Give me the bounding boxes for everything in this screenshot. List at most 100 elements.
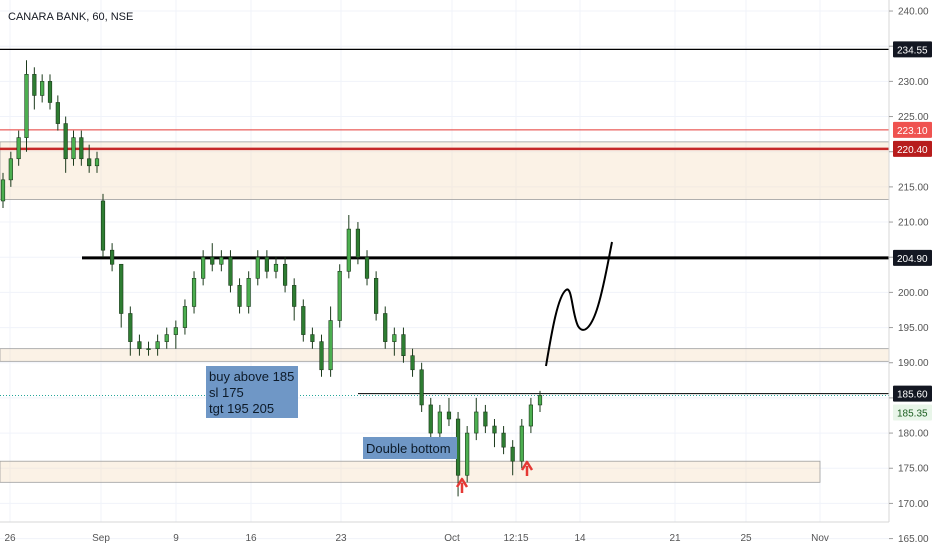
symbol-title: CANARA BANK, 60, NSE [8, 11, 133, 23]
candle [128, 306, 133, 356]
candle [237, 278, 242, 314]
price-badge: 185.60 [893, 385, 932, 402]
price-badge-bg [893, 249, 932, 266]
candle [164, 327, 169, 349]
candle [474, 397, 479, 441]
zone-mid-zone [0, 348, 890, 362]
candle [173, 320, 178, 349]
price-badge-bg [893, 121, 932, 138]
candle [0, 172, 6, 208]
candle [16, 130, 21, 166]
candle [528, 397, 533, 434]
candle [55, 95, 60, 131]
candle [87, 144, 92, 173]
y-tick-label: 180.00 [898, 429, 929, 440]
y-tick-label: 165.00 [898, 534, 929, 545]
candle [446, 397, 452, 427]
candles [0, 60, 543, 497]
candle [465, 426, 470, 483]
candle [319, 334, 324, 377]
candle [328, 306, 333, 377]
candle [383, 306, 388, 349]
candle [228, 250, 233, 293]
price-badge-label: 204.90 [897, 254, 928, 265]
candle [292, 278, 297, 321]
price-badge-label: 185.35 [897, 408, 928, 419]
price-badge-bg [893, 385, 932, 402]
candle [310, 327, 315, 349]
candle [246, 271, 251, 314]
candle [428, 397, 433, 441]
price-badge-label: 223.10 [897, 126, 928, 137]
trade-plan-line: buy above 185 [209, 369, 294, 384]
candle [282, 257, 288, 293]
double-bottom-bg [363, 437, 457, 459]
y-tick-label: 225.00 [898, 112, 929, 123]
price-badge: 223.10 [893, 121, 932, 138]
candle [437, 404, 442, 441]
candle [510, 440, 515, 476]
y-tick-label: 200.00 [898, 288, 929, 299]
candle [401, 327, 406, 363]
price-badge: 204.90 [893, 249, 932, 266]
price-badge-label: 185.60 [897, 390, 928, 401]
price-badge-bg [893, 404, 932, 421]
y-tick-label: 170.00 [898, 499, 929, 510]
x-tick-label: 14 [574, 533, 586, 544]
candle [419, 362, 424, 412]
candle [337, 264, 342, 328]
y-tick-label: 190.00 [898, 358, 929, 369]
candle [374, 271, 379, 321]
horizontal-lines [0, 48, 889, 396]
x-tick-label: Sep [92, 533, 110, 544]
trade-plan-line: tgt 195 205 [209, 401, 274, 416]
trade-plan-line: sl 175 [209, 385, 244, 400]
candle [32, 67, 37, 110]
candle [301, 299, 306, 342]
candle [40, 74, 45, 103]
x-tick-label: Nov [811, 533, 829, 544]
y-tick-label: 240.00 [898, 7, 929, 18]
price-badge-label: 220.40 [897, 145, 928, 156]
price-badges: 234.55 223.10 220.40 204.90 185.60 185.35 [893, 41, 932, 421]
trade-plan-bg [206, 366, 298, 418]
candle [255, 250, 260, 286]
y-tick-labels: 240.00235.00230.00225.00220.00215.00210.… [889, 7, 929, 545]
candle [110, 243, 115, 272]
x-tick-label: 23 [335, 533, 347, 544]
candle [94, 151, 100, 173]
candle [392, 327, 397, 356]
y-tick-label: 230.00 [898, 77, 929, 88]
price-badge-bg [893, 41, 932, 58]
price-badge: 234.55 [893, 41, 932, 58]
candle [63, 116, 68, 173]
x-tick-label: 25 [740, 533, 752, 544]
candle [47, 74, 53, 110]
y-tick-label: 195.00 [898, 323, 929, 334]
price-badge: 220.40 [893, 140, 932, 157]
x-tick-label: 12:15 [503, 533, 528, 544]
candle [537, 390, 543, 412]
zone-support-zone [0, 460, 821, 483]
y-tick-label: 210.00 [898, 218, 929, 229]
candle [264, 250, 269, 279]
y-tick-label: 215.00 [898, 182, 929, 193]
candle [191, 271, 197, 314]
candle [210, 243, 215, 272]
candle [8, 151, 13, 187]
candle [100, 193, 106, 258]
candle [346, 215, 351, 279]
double-bottom-text: Double bottom [366, 441, 451, 456]
candle [24, 60, 29, 152]
candle [146, 341, 151, 356]
candle [137, 334, 142, 356]
projection-path [545, 241, 613, 367]
candle [501, 426, 506, 455]
x-tick-label: 21 [669, 533, 681, 544]
x-tick-label: 26 [4, 533, 16, 544]
candle [355, 222, 361, 265]
